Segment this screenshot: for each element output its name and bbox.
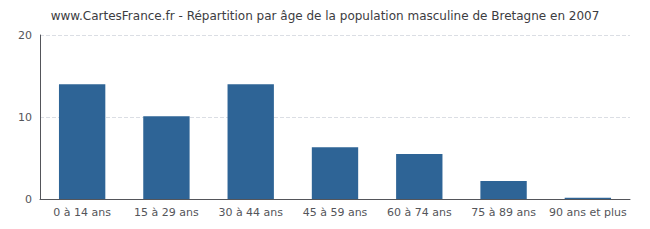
svg-text:0: 0 — [25, 193, 32, 206]
svg-text:60 à 74 ans: 60 à 74 ans — [387, 206, 452, 219]
svg-text:20: 20 — [18, 29, 32, 42]
svg-text:30 à 44 ans: 30 à 44 ans — [218, 206, 283, 219]
svg-text:10: 10 — [18, 111, 32, 124]
svg-text:15 à 29 ans: 15 à 29 ans — [134, 206, 199, 219]
svg-text:45 à 59 ans: 45 à 59 ans — [303, 206, 368, 219]
svg-text:www.CartesFrance.fr - Répartit: www.CartesFrance.fr - Répartition par âg… — [51, 9, 600, 23]
svg-text:90 ans et plus: 90 ans et plus — [549, 206, 627, 219]
svg-text:0 à 14 ans: 0 à 14 ans — [53, 206, 111, 219]
svg-text:75 à 89 ans: 75 à 89 ans — [471, 206, 536, 219]
